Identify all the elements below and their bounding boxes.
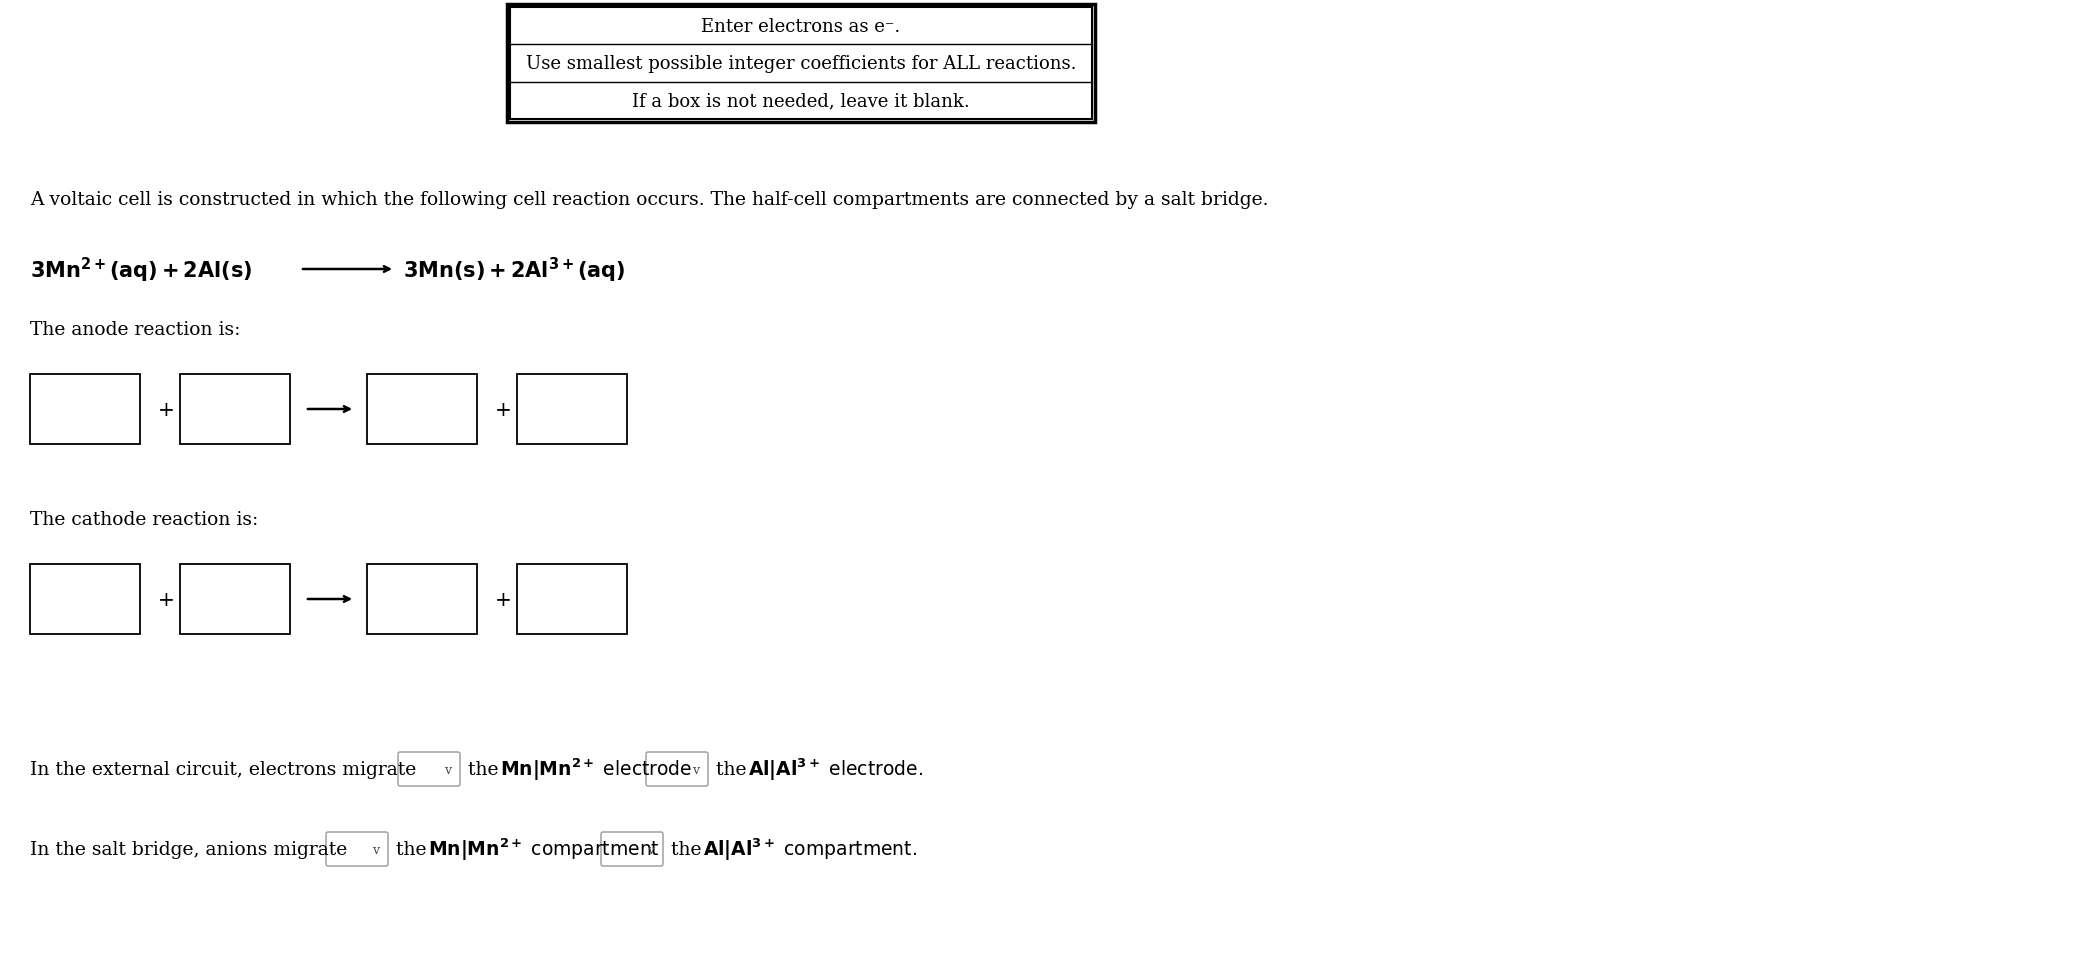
Text: $\mathbf{Al|Al^{3+}}$ compartment.: $\mathbf{Al|Al^{3+}}$ compartment. xyxy=(704,836,917,862)
Bar xyxy=(180,375,289,445)
FancyBboxPatch shape xyxy=(398,752,461,786)
Text: $\mathbf{Mn|Mn^{2+}}$ compartment: $\mathbf{Mn|Mn^{2+}}$ compartment xyxy=(427,836,660,862)
Text: the: the xyxy=(666,840,708,858)
Text: the: the xyxy=(389,840,433,858)
Text: $\mathbf{Al|Al^{3+}}$ electrode.: $\mathbf{Al|Al^{3+}}$ electrode. xyxy=(748,756,923,782)
FancyBboxPatch shape xyxy=(327,832,387,866)
Text: $\mathbf{3Mn^{2+}(aq) + 2Al(s)}$: $\mathbf{3Mn^{2+}(aq) + 2Al(s)}$ xyxy=(29,255,253,284)
Text: +: + xyxy=(157,590,176,609)
Text: In the external circuit, electrons migrate: In the external circuit, electrons migra… xyxy=(29,760,423,778)
FancyBboxPatch shape xyxy=(601,832,664,866)
Text: If a box is not needed, leave it blank.: If a box is not needed, leave it blank. xyxy=(632,92,970,111)
Text: Enter electrons as e⁻.: Enter electrons as e⁻. xyxy=(701,17,900,36)
Bar xyxy=(366,375,477,445)
Bar xyxy=(511,8,1091,120)
Text: v: v xyxy=(373,843,379,855)
Bar xyxy=(366,564,477,634)
Text: the: the xyxy=(463,760,505,778)
Bar xyxy=(517,375,626,445)
Text: $\mathbf{3Mn(s) + 2Al^{3+}(aq)}$: $\mathbf{3Mn(s) + 2Al^{3+}(aq)}$ xyxy=(402,255,626,284)
Bar xyxy=(29,564,140,634)
Bar xyxy=(517,564,626,634)
Text: +: + xyxy=(157,400,176,419)
Text: A voltaic cell is constructed in which the following cell reaction occurs. The h: A voltaic cell is constructed in which t… xyxy=(29,191,1269,209)
Text: The anode reaction is:: The anode reaction is: xyxy=(29,321,241,338)
Text: +: + xyxy=(494,590,511,609)
Text: v: v xyxy=(444,763,452,776)
Text: Use smallest possible integer coefficients for ALL reactions.: Use smallest possible integer coefficien… xyxy=(526,55,1076,73)
Bar xyxy=(29,375,140,445)
Text: +: + xyxy=(494,400,511,419)
Text: In the salt bridge, anions migrate: In the salt bridge, anions migrate xyxy=(29,840,354,858)
Text: v: v xyxy=(693,763,699,776)
FancyBboxPatch shape xyxy=(647,752,708,786)
Text: The cathode reaction is:: The cathode reaction is: xyxy=(29,510,258,529)
Text: the: the xyxy=(710,760,752,778)
Text: $\mathbf{Mn|Mn^{2+}}$ electrode: $\mathbf{Mn|Mn^{2+}}$ electrode xyxy=(500,756,693,782)
Bar xyxy=(507,5,1095,123)
Bar xyxy=(180,564,289,634)
Text: v: v xyxy=(647,843,655,855)
